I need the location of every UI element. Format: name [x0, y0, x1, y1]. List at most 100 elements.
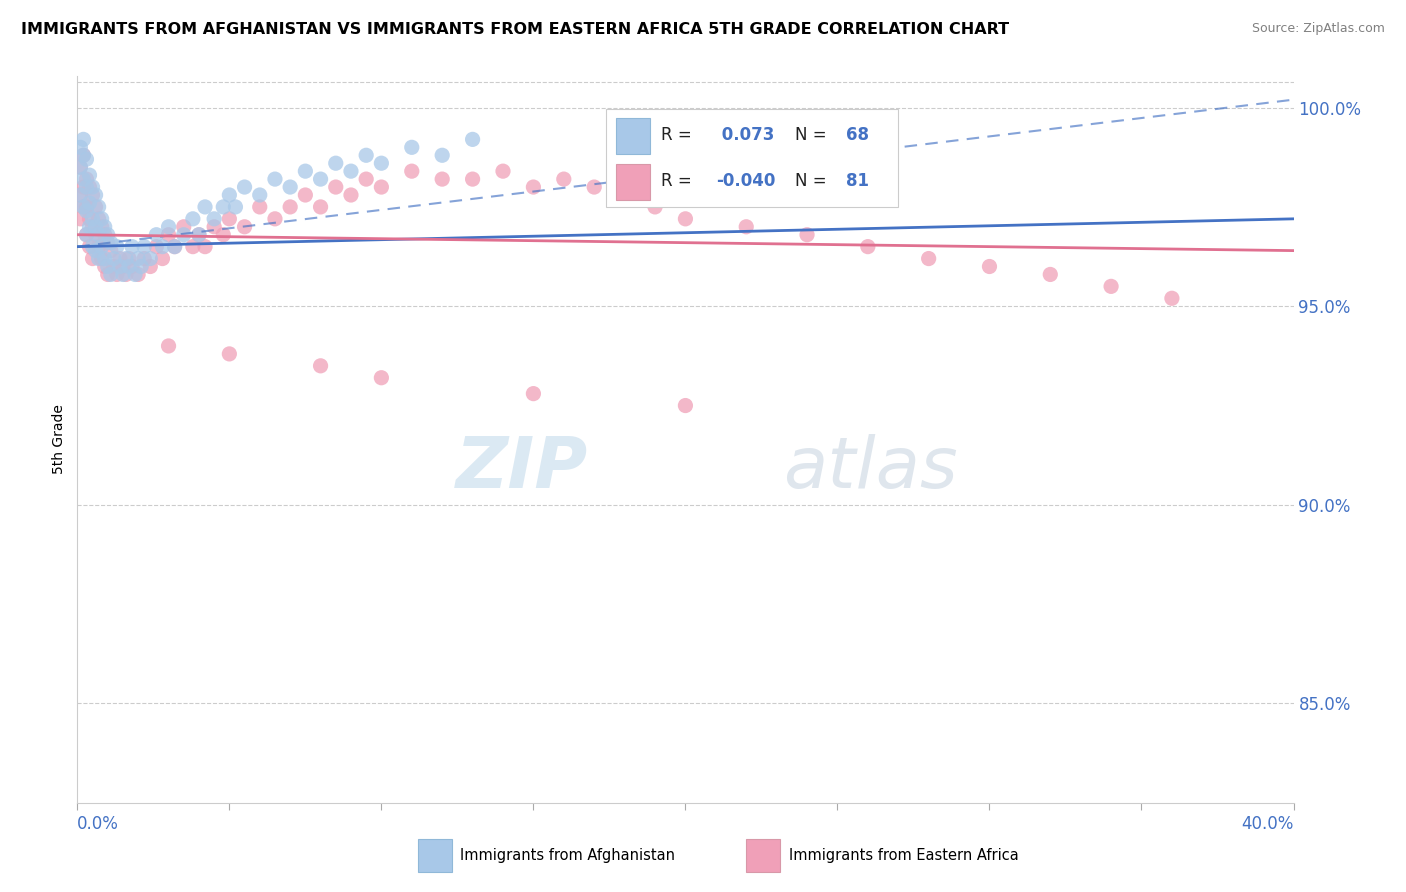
Text: Immigrants from Afghanistan: Immigrants from Afghanistan — [460, 847, 675, 863]
Point — [212, 227, 235, 242]
Text: R =: R = — [661, 126, 697, 145]
FancyBboxPatch shape — [747, 839, 780, 871]
Point — [370, 156, 392, 170]
Point — [309, 200, 332, 214]
Point — [82, 240, 104, 254]
Point — [583, 180, 606, 194]
Text: 40.0%: 40.0% — [1241, 814, 1294, 833]
Point — [202, 211, 225, 226]
Point — [75, 227, 97, 242]
Point — [278, 180, 301, 194]
Point — [124, 268, 146, 282]
Point — [675, 211, 697, 226]
Point — [218, 188, 240, 202]
Point — [134, 240, 156, 254]
Point — [370, 370, 392, 384]
Point — [325, 156, 347, 170]
Point — [325, 180, 347, 194]
Point — [139, 252, 162, 266]
Point — [249, 200, 271, 214]
Point — [212, 200, 235, 214]
Point — [202, 219, 225, 234]
Point — [97, 235, 120, 250]
Point — [309, 172, 332, 186]
Text: 68: 68 — [846, 126, 869, 145]
Point — [72, 172, 94, 186]
Point — [173, 219, 195, 234]
Point — [93, 260, 115, 274]
Point — [72, 200, 94, 214]
Point — [90, 211, 112, 226]
Point — [163, 240, 186, 254]
Point — [82, 188, 104, 202]
Point — [127, 268, 149, 282]
Point — [82, 180, 104, 194]
Point — [249, 188, 271, 202]
Point — [75, 200, 97, 214]
Point — [97, 260, 120, 274]
Point — [79, 240, 101, 254]
Point — [105, 240, 128, 254]
Point — [152, 252, 174, 266]
Point — [75, 203, 97, 218]
Point — [1099, 279, 1122, 293]
Point — [93, 252, 115, 266]
Point — [103, 252, 125, 266]
Point — [93, 219, 115, 234]
Point — [79, 196, 101, 211]
Point — [97, 268, 120, 282]
Point — [157, 219, 180, 234]
Point — [233, 180, 256, 194]
Point — [100, 235, 122, 250]
Point — [309, 359, 332, 373]
Point — [134, 252, 156, 266]
Point — [194, 240, 217, 254]
Point — [430, 148, 453, 162]
FancyBboxPatch shape — [606, 109, 898, 207]
Point — [233, 219, 256, 234]
Point — [90, 240, 112, 254]
Point — [79, 211, 101, 226]
Text: N =: N = — [794, 126, 832, 145]
Point — [644, 200, 666, 214]
Point — [1039, 268, 1062, 282]
Point — [522, 386, 544, 401]
Point — [118, 260, 141, 274]
Point — [461, 132, 484, 146]
Point — [188, 227, 211, 242]
Point — [100, 268, 122, 282]
Point — [118, 252, 141, 266]
Point — [75, 172, 97, 186]
Point — [111, 268, 134, 282]
Point — [69, 188, 91, 202]
Point — [173, 227, 195, 242]
Text: ZIP: ZIP — [456, 434, 588, 503]
Text: atlas: atlas — [783, 434, 957, 503]
Point — [127, 252, 149, 266]
Point — [675, 399, 697, 413]
Point — [157, 339, 180, 353]
Point — [84, 188, 107, 202]
Point — [401, 164, 423, 178]
Point — [108, 252, 131, 266]
Point — [87, 211, 110, 226]
Point — [97, 227, 120, 242]
FancyBboxPatch shape — [418, 839, 451, 871]
Point — [69, 211, 91, 226]
Point — [93, 227, 115, 242]
Point — [75, 227, 97, 242]
Point — [72, 180, 94, 194]
Point — [278, 200, 301, 214]
Point — [100, 244, 122, 258]
Point — [856, 240, 879, 254]
Point — [492, 164, 515, 178]
Point — [340, 188, 363, 202]
Point — [121, 260, 143, 274]
Point — [370, 180, 392, 194]
Point — [145, 227, 167, 242]
Point — [1161, 291, 1184, 305]
Point — [87, 200, 110, 214]
Point — [340, 164, 363, 178]
Point — [84, 244, 107, 258]
Text: N =: N = — [794, 172, 832, 190]
